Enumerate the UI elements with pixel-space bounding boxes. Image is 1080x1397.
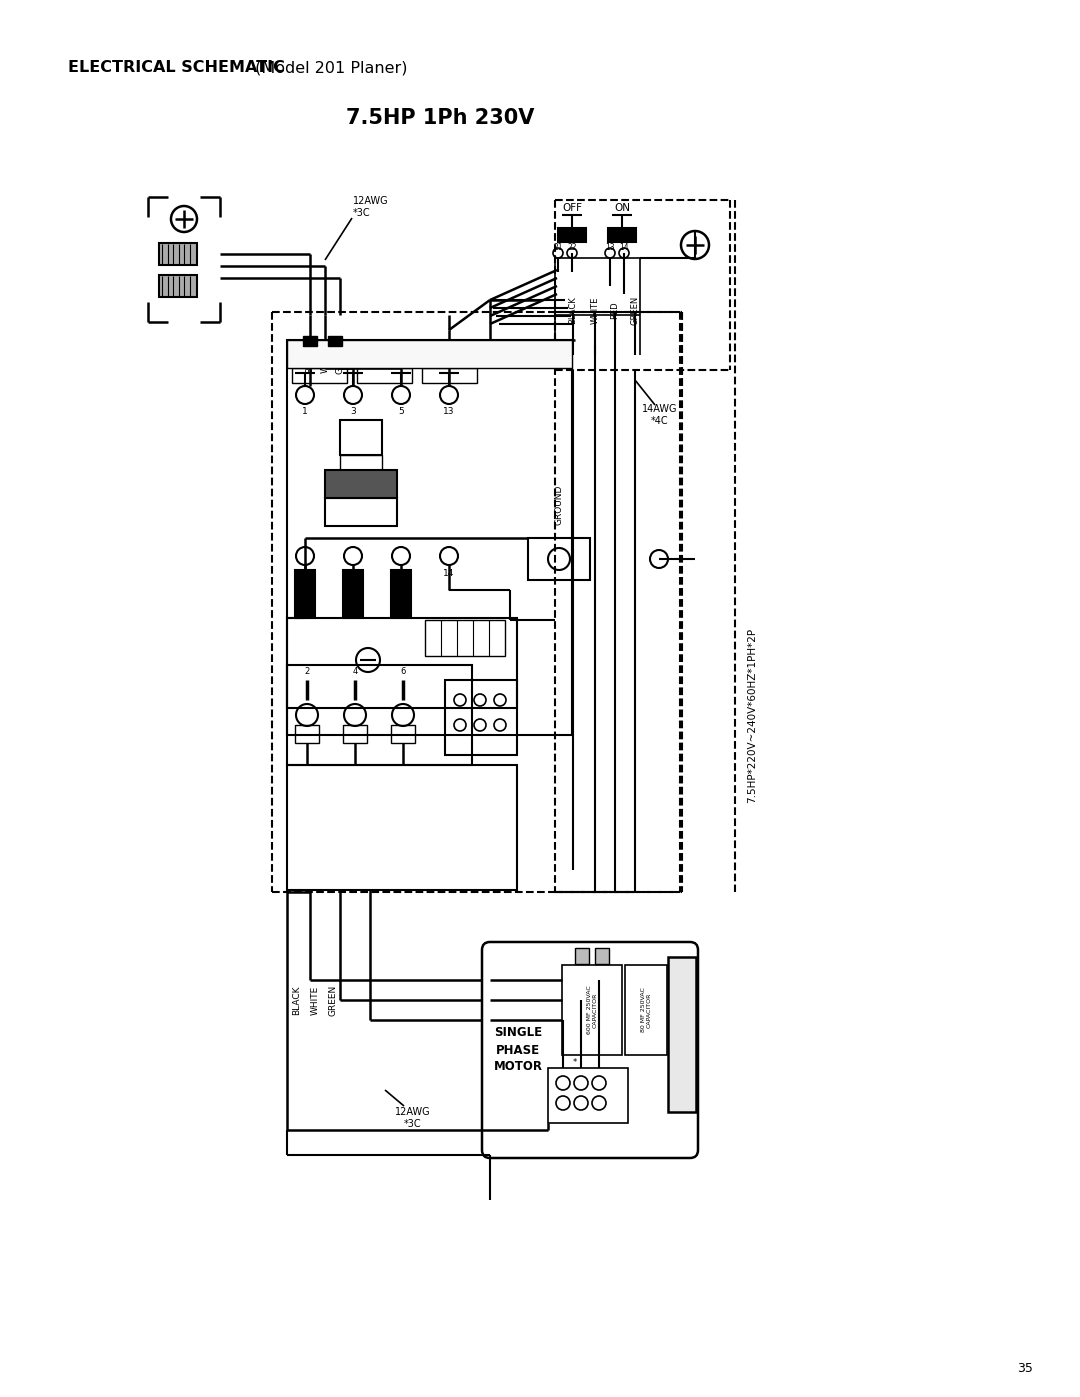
Text: 600 MF 250VAC
CAPACITOR: 600 MF 250VAC CAPACITOR bbox=[586, 986, 597, 1034]
Text: 7.5HP*220V~240V*60HZ*1PH*2P: 7.5HP*220V~240V*60HZ*1PH*2P bbox=[747, 627, 757, 802]
Text: 2: 2 bbox=[305, 668, 310, 676]
Bar bbox=[548, 1067, 627, 1123]
Bar bbox=[343, 570, 363, 617]
FancyBboxPatch shape bbox=[482, 942, 698, 1158]
Bar bbox=[357, 367, 411, 383]
Text: RED: RED bbox=[610, 302, 620, 319]
Text: GREEN: GREEN bbox=[328, 985, 337, 1016]
Bar bbox=[562, 965, 622, 1055]
Text: SINGLE
PHASE
MOTOR: SINGLE PHASE MOTOR bbox=[494, 1027, 542, 1073]
Bar bbox=[625, 965, 667, 1055]
Text: (Model 201 Planer): (Model 201 Planer) bbox=[249, 60, 407, 75]
Bar bbox=[558, 228, 586, 242]
Text: 21: 21 bbox=[553, 243, 563, 251]
Bar bbox=[445, 680, 517, 754]
Text: WHITE: WHITE bbox=[311, 985, 320, 1014]
Text: 12AWG
*3C: 12AWG *3C bbox=[353, 196, 389, 218]
Text: BLACK: BLACK bbox=[568, 296, 578, 324]
Text: 35: 35 bbox=[1017, 1362, 1032, 1375]
Bar bbox=[287, 339, 572, 735]
Text: 14: 14 bbox=[619, 243, 629, 251]
Text: BLACK: BLACK bbox=[306, 344, 314, 373]
Bar bbox=[325, 469, 397, 497]
Text: WHITE: WHITE bbox=[591, 296, 599, 324]
Bar bbox=[528, 538, 590, 580]
Bar bbox=[426, 620, 505, 657]
Bar bbox=[422, 367, 477, 383]
Text: 13: 13 bbox=[443, 408, 455, 416]
Bar bbox=[287, 665, 472, 766]
Text: 7.5HP 1Ph 230V: 7.5HP 1Ph 230V bbox=[346, 108, 535, 129]
Bar bbox=[159, 243, 197, 265]
Text: 13: 13 bbox=[605, 243, 615, 251]
Bar bbox=[595, 949, 609, 964]
Bar bbox=[287, 617, 517, 708]
Bar bbox=[391, 725, 415, 743]
Text: *: * bbox=[572, 1058, 577, 1066]
Text: GREEN: GREEN bbox=[631, 295, 639, 324]
Text: BLACK: BLACK bbox=[293, 985, 301, 1014]
Bar bbox=[303, 337, 318, 346]
Bar bbox=[292, 367, 347, 383]
Text: 1: 1 bbox=[302, 408, 308, 416]
Text: 80 MF 250VAC
CAPACITOR: 80 MF 250VAC CAPACITOR bbox=[640, 988, 651, 1032]
Text: 14: 14 bbox=[443, 569, 455, 577]
Bar bbox=[343, 725, 367, 743]
Bar bbox=[608, 228, 636, 242]
Bar bbox=[340, 420, 382, 455]
Text: 22: 22 bbox=[567, 243, 577, 251]
Text: 3: 3 bbox=[350, 408, 356, 416]
Bar bbox=[295, 570, 315, 617]
Bar bbox=[391, 570, 411, 617]
Text: OFF: OFF bbox=[562, 203, 582, 212]
Bar bbox=[287, 339, 572, 367]
Bar bbox=[669, 957, 696, 1112]
Text: 4: 4 bbox=[350, 569, 355, 577]
Text: GROUND: GROUND bbox=[554, 485, 564, 525]
Text: 6: 6 bbox=[401, 668, 406, 676]
Text: 12AWG
*3C: 12AWG *3C bbox=[395, 1108, 431, 1129]
Bar bbox=[340, 455, 382, 469]
Bar bbox=[575, 949, 589, 964]
Text: 5: 5 bbox=[399, 408, 404, 416]
Text: ELECTRICAL SCHEMATIC: ELECTRICAL SCHEMATIC bbox=[68, 60, 285, 75]
Bar bbox=[325, 497, 397, 527]
Bar bbox=[328, 337, 342, 346]
Text: GREEN: GREEN bbox=[336, 342, 345, 373]
Text: 6: 6 bbox=[399, 569, 404, 577]
Text: 2: 2 bbox=[302, 569, 308, 577]
Bar bbox=[295, 725, 319, 743]
Text: ON: ON bbox=[615, 203, 630, 212]
Text: 4: 4 bbox=[352, 668, 357, 676]
Bar bbox=[159, 275, 197, 298]
Text: 14AWG
*4C: 14AWG *4C bbox=[643, 404, 678, 426]
Text: WHITE: WHITE bbox=[321, 344, 329, 373]
Bar bbox=[287, 766, 517, 890]
